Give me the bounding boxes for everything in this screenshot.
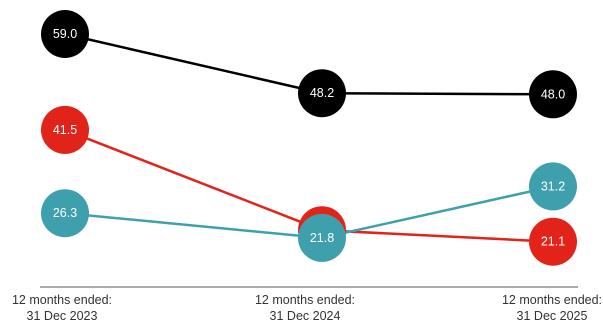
point-marker [41, 105, 89, 154]
data-point: 31.2 [529, 162, 577, 211]
point-marker [529, 217, 577, 266]
data-label: 59.0 [53, 27, 77, 41]
x-tick-label: 12 months ended: 31 Dec 2023 [12, 293, 112, 323]
data-point: 21.8 [298, 213, 346, 262]
data-label: 48.0 [541, 87, 565, 101]
data-label: 26.3 [53, 206, 77, 220]
data-point: 41.5 [41, 105, 89, 154]
data-label: 21.8 [310, 231, 334, 245]
data-label: 31.2 [541, 179, 565, 193]
point-marker [41, 189, 89, 238]
data-point: 21.1 [529, 217, 577, 266]
series-points: 59.041.526.348.223.221.848.021.131.2 [41, 10, 577, 266]
data-label: 48.2 [310, 86, 334, 100]
x-tick-label: 12 months ended: 31 Dec 2024 [255, 293, 355, 323]
x-tick-labels: 12 months ended: 31 Dec 2023 12 months end… [12, 293, 602, 323]
x-tick-label: 12 months ended: 31 Dec 2025 [502, 293, 602, 323]
point-marker [529, 70, 577, 119]
data-label: 21.1 [541, 235, 565, 249]
point-marker [41, 10, 89, 58]
data-label: 41.5 [53, 123, 77, 137]
data-point: 48.0 [529, 70, 577, 119]
data-point: 48.2 [298, 69, 346, 118]
point-marker [298, 213, 346, 262]
point-marker [298, 69, 346, 118]
data-point: 26.3 [41, 189, 89, 238]
point-marker [529, 162, 577, 211]
data-point: 59.0 [41, 10, 89, 58]
